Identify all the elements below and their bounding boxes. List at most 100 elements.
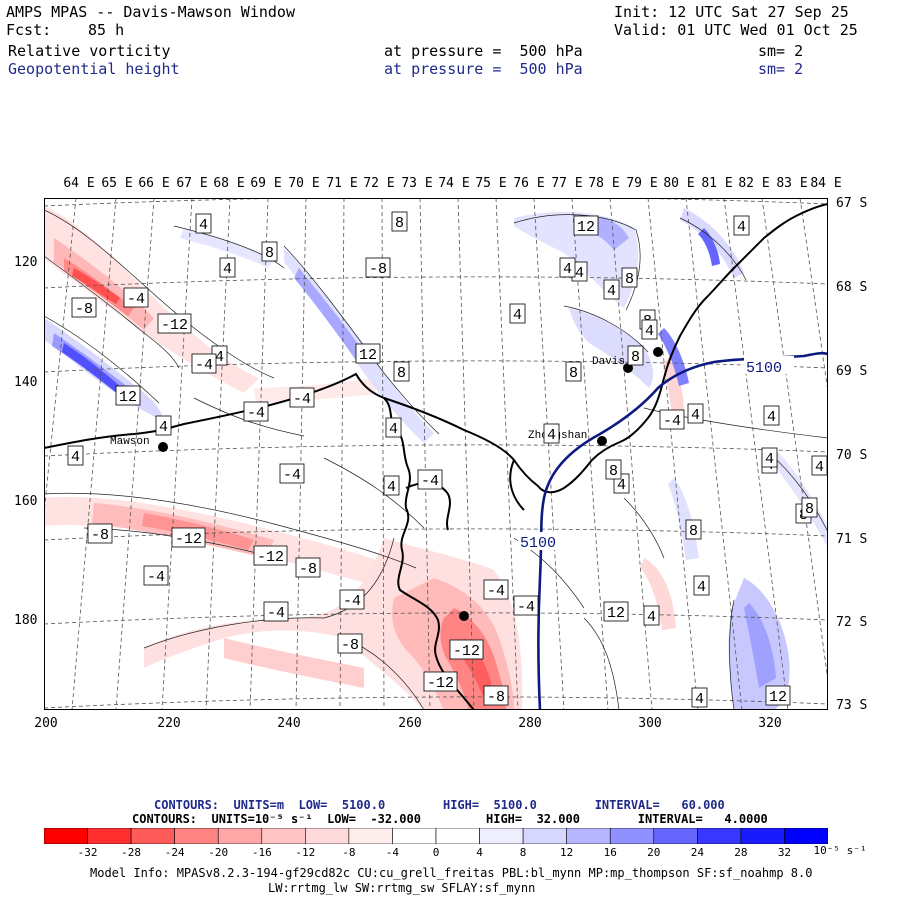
colorbar-tick-label: 8 xyxy=(519,846,527,859)
x-tick: 200 xyxy=(34,716,58,731)
vorticity-label-text: 4 xyxy=(765,451,774,468)
vorticity-label: 12 xyxy=(603,601,629,622)
colorbar-tick-label: 4 xyxy=(476,846,483,859)
vorticity-label: -4 xyxy=(483,579,509,600)
field2-pressure: at pressure = 500 hPa xyxy=(384,60,583,78)
vorticity-label: 4 xyxy=(691,687,708,708)
colorbar-segment xyxy=(348,828,393,844)
vorticity-label: -4 xyxy=(243,401,269,422)
vorticity-label: 4 xyxy=(603,279,620,300)
vorticity-label-text: 8 xyxy=(397,365,406,382)
vorticity-label-text: 4 xyxy=(697,579,706,596)
station-marker-davis-2[interactable] xyxy=(653,347,663,357)
colorbar-segment xyxy=(740,828,785,844)
vorticity-label-text: 4 xyxy=(645,323,654,340)
vorticity-label-text: -4 xyxy=(283,467,301,484)
colorbar-tick-label: 24 xyxy=(690,846,704,859)
x-tick: 240 xyxy=(277,716,301,731)
vorticity-label-text: -8 xyxy=(75,301,93,318)
vorticity-label: -4 xyxy=(513,595,539,616)
vorticity-label: -8 xyxy=(483,685,509,706)
vorticity-label-text: 4 xyxy=(387,479,396,496)
vorticity-label: 12 xyxy=(355,343,381,364)
vorticity-label-text: -12 xyxy=(161,317,188,334)
vorticity-label: -4 xyxy=(123,287,149,308)
graticule xyxy=(44,198,828,710)
lat-label: 70 S xyxy=(836,448,868,463)
vorticity-label: -12 xyxy=(449,639,484,660)
lon-label: 67 E xyxy=(176,176,208,191)
vorticity-label-text: -4 xyxy=(247,405,265,422)
vorticity-label: -4 xyxy=(191,353,217,374)
vorticity-label-text: 8 xyxy=(631,349,640,366)
station-label-mawson: Mawson xyxy=(110,436,150,448)
vorticity-label: -8 xyxy=(337,633,363,654)
vorticity-label-text: 4 xyxy=(513,307,522,324)
vorticity-labels: 48-8-412-12484-412-84-4-44-12-8-12-4-4-8… xyxy=(67,211,828,708)
station-marker-south[interactable] xyxy=(459,611,469,621)
field1-name: Relative vorticity xyxy=(8,42,171,60)
colorbar-segment xyxy=(653,828,698,844)
vorticity-label: 8 xyxy=(391,211,408,232)
vorticity-label-text: -12 xyxy=(257,549,284,566)
vorticity-label: -12 xyxy=(423,671,458,692)
vorticity-label: -12 xyxy=(171,527,206,548)
vorticity-label-text: 4 xyxy=(815,459,824,476)
station-marker-davis[interactable] xyxy=(623,363,633,373)
field1-pressure: at pressure = 500 hPa xyxy=(384,42,583,60)
station-marker-mawson[interactable] xyxy=(158,442,168,452)
vorticity-label: 8 xyxy=(565,361,582,382)
colorbar-tick-label: 0 xyxy=(432,846,440,859)
plot-title: AMPS MPAS -- Davis-Mawson Window xyxy=(6,3,295,21)
x-tick: 280 xyxy=(518,716,542,731)
lat-label: 69 S xyxy=(836,364,868,379)
vorticity-label-text: -4 xyxy=(517,599,535,616)
colorbar-tick-label: 12 xyxy=(560,846,574,859)
lat-label: 71 S xyxy=(836,532,868,547)
vorticity-label: 4 xyxy=(693,575,710,596)
vorticity-label-text: 8 xyxy=(689,523,698,540)
vorticity-label-text: 12 xyxy=(577,219,595,236)
y-tick: 120 xyxy=(14,255,38,270)
vorticity-label: -8 xyxy=(365,257,391,278)
station-marker-zhongshan[interactable] xyxy=(597,436,607,446)
vorticity-label: 4 xyxy=(559,257,576,278)
station-label-davis: Davis xyxy=(592,356,625,368)
vorticity-label-text: -4 xyxy=(195,357,213,374)
forecast-label: Fcst: xyxy=(6,21,52,39)
vorticity-label-text: 8 xyxy=(805,501,814,518)
lat-label: 72 S xyxy=(836,615,868,630)
vorticity-label: 4 xyxy=(219,257,236,278)
lon-label: 82 E xyxy=(738,176,770,191)
vorticity-label: -12 xyxy=(253,545,288,566)
vorticity-label-text: 4 xyxy=(737,219,746,236)
colorbar-segment xyxy=(609,828,655,844)
vorticity-label: 4 xyxy=(543,423,560,444)
lon-label: 73 E xyxy=(401,176,433,191)
valid-time: Valid: 01 UTC Wed 01 Oct 25 xyxy=(614,21,858,39)
vorticity-label-text: -8 xyxy=(369,261,387,278)
vorticity-label: 4 xyxy=(509,303,526,324)
vorticity-label: -4 xyxy=(289,387,315,408)
lon-label: 68 E xyxy=(213,176,245,191)
colorbar-tick-label: -4 xyxy=(385,846,400,859)
vorticity-label-text: 12 xyxy=(359,347,377,364)
height-label: 5100 xyxy=(746,360,782,377)
colorbar-segment xyxy=(261,828,306,844)
height-contour-legend: CONTOURS: UNITS=m LOW= 5100.0 HIGH= 5100… xyxy=(154,798,725,812)
lon-label: 69 E xyxy=(250,176,282,191)
vorticity-label-text: 12 xyxy=(769,689,787,706)
colorbar-segment xyxy=(392,828,437,844)
vorticity-label: 8 xyxy=(621,267,638,288)
vorticity-label: 4 xyxy=(811,455,828,476)
vorticity-label: 4 xyxy=(641,319,658,340)
vorticity-label: -8 xyxy=(71,297,97,318)
vorticity-label-text: 4 xyxy=(223,261,232,278)
x-tick: 260 xyxy=(398,716,422,731)
vorticity-label-text: 8 xyxy=(569,365,578,382)
vorticity-label-text: 4 xyxy=(215,349,224,366)
y-tick: 160 xyxy=(14,494,38,509)
colorbar-segment xyxy=(566,828,611,844)
vorticity-label-text: -4 xyxy=(343,593,361,610)
height-labels: 5100 5100 xyxy=(518,356,794,552)
